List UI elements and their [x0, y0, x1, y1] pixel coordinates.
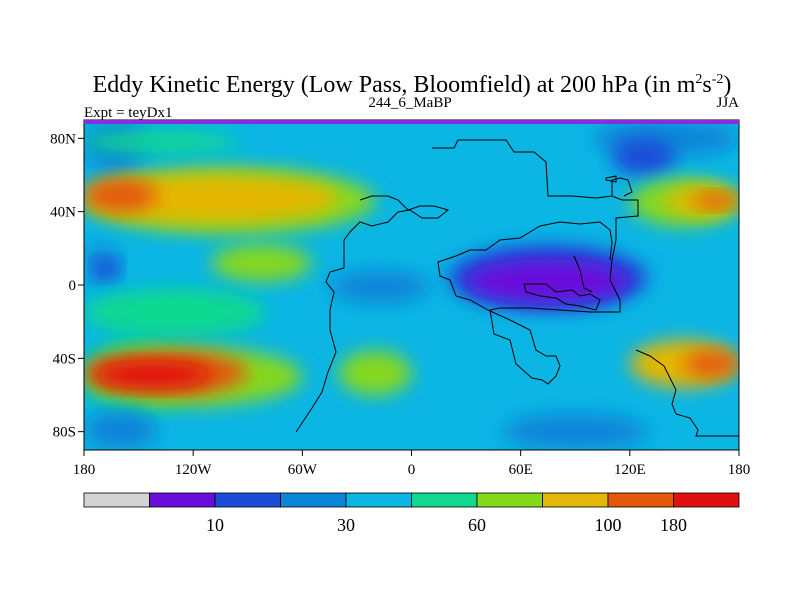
x-tick-label: 60E [509, 462, 533, 478]
contour-region-level-8 [693, 193, 739, 209]
colorbar-label: 30 [337, 515, 355, 535]
colorbar-swatch [345, 492, 412, 508]
colorbar-label: 180 [660, 515, 687, 535]
chart-title: Eddy Kinetic Energy (Low Pass, Bloomfiel… [93, 72, 732, 98]
contour-region-level-3 [84, 409, 157, 450]
continent-outlines [295, 139, 739, 437]
x-tick-label: 0 [408, 462, 416, 478]
subtitle-right: JJA [716, 95, 739, 111]
colorbar-swatch [83, 492, 150, 508]
colorbar-swatch [214, 492, 281, 508]
maritime-continent-outline [523, 255, 601, 311]
colorbar-swatch [673, 492, 740, 508]
x-tick-label: 180 [73, 462, 96, 478]
contour-region-level-2 [611, 138, 676, 176]
colorbar-swatch [476, 492, 543, 508]
contour-region-level-3 [502, 413, 649, 450]
colorbar-label: 60 [468, 515, 486, 535]
australia-outline [635, 349, 739, 437]
contour-field [84, 120, 739, 450]
contour-region-level-6 [211, 244, 312, 282]
eurasia-africa-outline [432, 139, 639, 385]
colorbar-label: 100 [595, 515, 622, 535]
y-axis: 80N 40N 0 40S 80S [50, 131, 84, 441]
x-tick-label: 120E [614, 462, 646, 478]
colorbar-swatch [607, 492, 674, 508]
subtitle-center: 244_6_MaBP [368, 95, 451, 111]
subtitle-left: Expt = teyDx1 [84, 105, 172, 121]
contour-region-level-5 [84, 288, 266, 337]
x-axis: 180 120W 60W 0 60E 120E 180 [73, 450, 751, 478]
plot-area [83, 119, 740, 451]
y-tick-label: 0 [69, 278, 77, 294]
contour-region-level-6 [338, 351, 412, 395]
asia-coast-outline [605, 175, 633, 197]
colorbar-swatch [280, 492, 347, 508]
y-tick-label: 40S [53, 351, 76, 367]
y-tick-label: 80N [50, 131, 76, 147]
x-tick-label: 60W [288, 462, 318, 478]
y-tick-label: 40N [50, 205, 76, 221]
x-tick-label: 120W [175, 462, 213, 478]
contour-region-level-1 [466, 259, 630, 304]
americas-outline [295, 195, 450, 433]
colorbar-label: 10 [206, 515, 224, 535]
contour-region-level-5 [84, 131, 239, 153]
colorbar-swatch [149, 492, 216, 508]
x-tick-label: 180 [728, 462, 751, 478]
contour-region-level-3 [329, 270, 430, 304]
north-pole-band [84, 120, 739, 124]
colorbar: 10 30 60 100 180 [83, 492, 740, 535]
colorbar-swatch [542, 492, 609, 508]
colorbar-swatch [411, 492, 478, 508]
contour-region-level-2 [93, 259, 121, 278]
contour-region-level-8 [84, 178, 157, 212]
contour-region-level-8 [684, 351, 739, 377]
contour-region-level-9 [93, 362, 212, 388]
y-tick-label: 80S [53, 425, 76, 441]
